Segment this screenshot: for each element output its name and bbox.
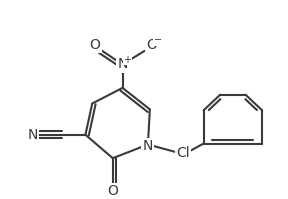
Text: O: O [146,38,157,52]
Text: O: O [90,38,101,52]
Text: −: − [154,35,162,45]
Text: Cl: Cl [176,146,190,160]
Text: O: O [107,184,118,198]
Text: N: N [27,128,38,142]
Text: N: N [117,58,128,71]
Text: N: N [143,139,153,153]
Text: +: + [123,55,131,64]
